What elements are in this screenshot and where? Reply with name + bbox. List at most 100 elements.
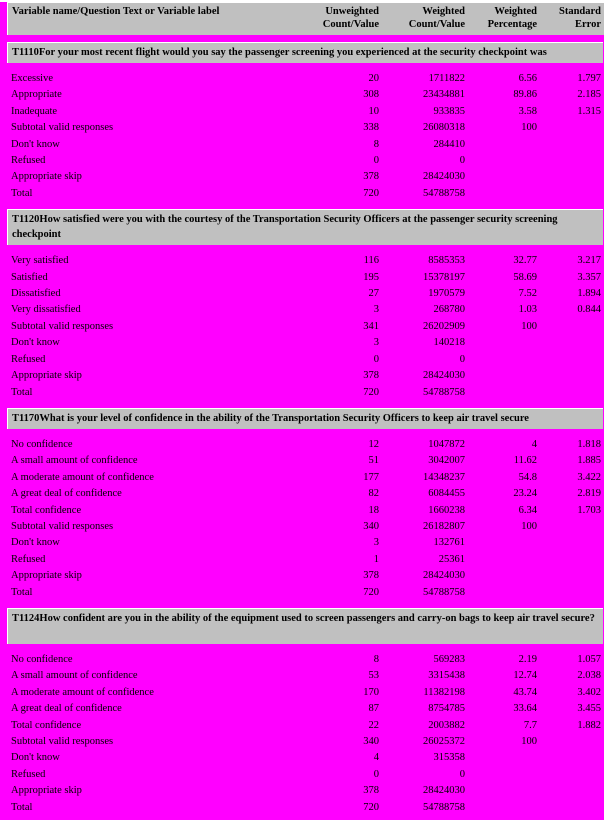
- row-value: 2.038: [577, 670, 601, 682]
- row-label: Inadequate: [11, 105, 58, 117]
- row-value: 26182807: [423, 520, 465, 532]
- row-value: 1.703: [577, 504, 601, 516]
- table-row: A small amount of confidence 51 3042007 11.…: [7, 453, 604, 469]
- table-row: Total 720 54788758: [7, 186, 604, 202]
- row-value: 54788758: [423, 187, 465, 199]
- row-value: 33.64: [513, 703, 537, 715]
- row-label: Don't know: [11, 337, 60, 349]
- table-row: Excessive 20 1711822 6.56 1.797: [7, 71, 604, 87]
- row-value: 1660238: [428, 504, 465, 516]
- row-value: 26080318: [423, 122, 465, 134]
- row-value: [465, 552, 537, 568]
- table-row: Subtotal valid responses 341 26202909 100: [7, 319, 604, 335]
- row-label: Refused: [11, 768, 46, 780]
- row-label: No confidence: [11, 653, 73, 665]
- row-value: 3.357: [577, 271, 601, 283]
- row-value: 26202909: [423, 320, 465, 332]
- row-label: A moderate amount of confidence: [11, 471, 154, 483]
- row-value: 58.69: [513, 271, 537, 283]
- row-value: 116: [363, 255, 379, 267]
- row-value: 28424030: [423, 370, 465, 382]
- row-label: Subtotal valid responses: [11, 320, 114, 332]
- table-row: Total confidence 22 2003882 7.7 1.882: [7, 718, 604, 734]
- row-value: [537, 800, 601, 816]
- row-value: 720: [363, 187, 379, 199]
- section-T1124: T1124How confident are you in the abilit…: [7, 607, 604, 816]
- row-value: 170: [363, 686, 379, 698]
- row-value: 82: [368, 488, 380, 500]
- table-row: Appropriate skip 378 28424030: [7, 169, 604, 185]
- row-value: 308: [363, 89, 379, 101]
- row-value: [465, 186, 537, 202]
- bottom-margin: [0, 820, 604, 828]
- row-value: [465, 153, 537, 169]
- row-value: 0: [459, 353, 465, 365]
- row-value: 284410: [433, 138, 466, 150]
- row-value: 51: [368, 455, 380, 467]
- row-value: 720: [363, 586, 379, 598]
- column-header-standard-error: Standard Error: [558, 6, 601, 30]
- row-value: 3.58: [518, 105, 537, 117]
- table-row: Appropriate 308 23434881 89.86 2.185: [7, 87, 604, 103]
- row-value: 26025372: [423, 736, 465, 747]
- row-value: [537, 734, 601, 750]
- row-value: 3042007: [428, 455, 465, 467]
- row-value: 15378197: [423, 271, 465, 283]
- row-value: [537, 368, 601, 384]
- row-value: 14348237: [423, 471, 465, 483]
- row-value: 0: [373, 155, 379, 167]
- row-label: Very satisfied: [11, 255, 69, 267]
- row-value: [537, 385, 601, 401]
- row-value: [537, 186, 601, 202]
- row-label: Subtotal valid responses: [11, 122, 114, 134]
- row-label: Don't know: [11, 138, 60, 150]
- row-value: 4: [373, 752, 379, 764]
- row-label: Total confidence: [11, 719, 82, 731]
- row-value: 268780: [433, 304, 466, 316]
- row-value: 1: [373, 553, 379, 565]
- row-value: 0: [459, 768, 465, 780]
- row-label: A great deal of confidence: [11, 703, 122, 715]
- row-value: 12: [368, 438, 380, 450]
- table-row: A moderate amount of confidence 170 113821…: [7, 685, 604, 701]
- row-value: 23434881: [423, 89, 465, 101]
- row-value: 132761: [433, 537, 466, 549]
- row-value: 100: [521, 520, 537, 532]
- row-label: Appropriate skip: [11, 171, 82, 183]
- row-value: 8585353: [428, 255, 465, 267]
- row-value: 6.34: [518, 504, 537, 516]
- row-value: 53: [368, 670, 380, 682]
- row-value: [465, 767, 537, 783]
- table-row: Don't know 3 132761: [7, 535, 604, 551]
- row-label: No confidence: [11, 438, 73, 450]
- row-value: 3315438: [428, 670, 465, 682]
- table-header-row: Variable name/Question Text or Variable …: [7, 2, 604, 35]
- table-row: Satisfied 195 15378197 58.69 3.357: [7, 270, 604, 286]
- row-value: 378: [363, 370, 379, 382]
- row-value: [537, 535, 601, 551]
- row-value: [465, 568, 537, 584]
- row-value: [537, 750, 601, 766]
- row-value: 378: [363, 171, 379, 183]
- row-value: 11.62: [513, 455, 537, 467]
- row-value: 27: [368, 288, 380, 300]
- row-value: [465, 750, 537, 766]
- row-value: 23.24: [513, 488, 537, 500]
- row-value: 87: [368, 703, 380, 715]
- row-value: 1711822: [428, 73, 465, 84]
- row-label: A small amount of confidence: [11, 670, 138, 682]
- row-value: 100: [521, 736, 537, 747]
- table-row: Refused 0 0: [7, 767, 604, 783]
- row-value: 18: [368, 504, 380, 516]
- row-value: 6.56: [518, 73, 537, 84]
- row-value: 720: [363, 801, 379, 813]
- table-row: Don't know 4 315358: [7, 750, 604, 766]
- row-value: 1.818: [577, 438, 601, 450]
- row-value: [465, 385, 537, 401]
- row-value: [465, 169, 537, 185]
- row-value: [465, 352, 537, 368]
- row-value: 1970579: [428, 288, 465, 300]
- section-header: T1120How satisfied were you with the cou…: [7, 209, 603, 246]
- sections-container: T1110For your most recent flight would y…: [7, 42, 604, 816]
- row-value: 2.19: [518, 653, 537, 665]
